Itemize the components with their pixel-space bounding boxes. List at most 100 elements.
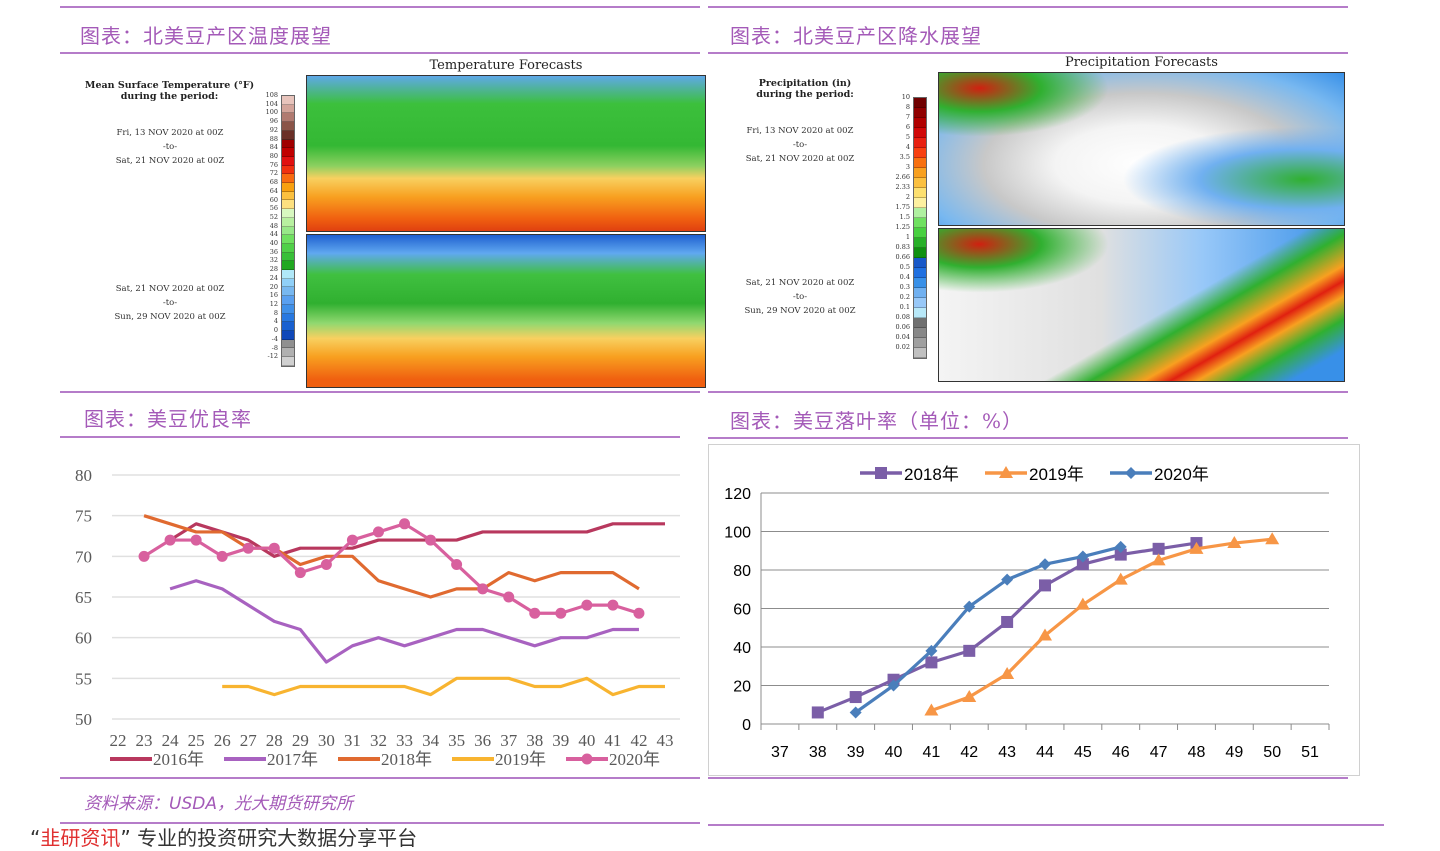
colorbar-label: 0.04 [895, 333, 910, 341]
colorbar-swatch [282, 191, 294, 201]
x-tick-label: 48 [1188, 744, 1206, 761]
period-start: Fri, 13 NOV 2020 at 00Z [116, 128, 224, 138]
period-start: Sat, 21 NOV 2020 at 00Z [745, 278, 855, 288]
colorbar-swatch [282, 278, 294, 288]
colorbar-swatch [282, 287, 294, 297]
x-tick-label: 28 [266, 731, 283, 750]
x-tick-label: 45 [1074, 744, 1092, 761]
colorbar-swatch [282, 122, 294, 131]
x-tick-label: 38 [526, 731, 543, 750]
x-tick-label: 46 [1112, 744, 1130, 761]
x-tick-label: 44 [1036, 744, 1054, 761]
colorbar-label: -8 [271, 343, 278, 352]
colorbar-label: -12 [267, 352, 278, 361]
period-1: Fri, 13 NOV 2020 at 00Z -to- Sat, 21 NOV 2… [720, 124, 880, 166]
period-end: Sun, 29 NOV 2020 at 00Z [744, 306, 856, 316]
colorbar-swatch [914, 308, 926, 318]
colorbar-label: 0.4 [899, 273, 910, 281]
x-tick-label: 27 [240, 731, 258, 750]
colorbar-swatch [914, 108, 926, 118]
colorbar-label: 56 [269, 204, 278, 213]
colorbar-swatch [914, 98, 926, 108]
y-tick-label: 50 [75, 710, 92, 729]
colorbar-label: 12 [269, 300, 278, 309]
x-tick-label: 38 [809, 744, 827, 761]
data-point [555, 607, 567, 619]
divider [708, 437, 1348, 439]
data-point [477, 583, 489, 595]
colorbar-label: 1.25 [895, 223, 910, 231]
colorbar-swatch [914, 148, 926, 158]
data-point [849, 691, 862, 704]
colorbar-swatch [282, 304, 294, 314]
map-title: Precipitation Forecasts [1065, 55, 1218, 70]
period-to: -to- [792, 292, 808, 302]
colorbar-swatch [914, 218, 926, 228]
data-point [1189, 541, 1204, 554]
colorbar-swatch [914, 168, 926, 178]
section-title-leaf-drop: 图表：美豆落叶率（单位：%） [730, 409, 1024, 433]
x-tick-label: 40 [885, 744, 903, 761]
series-line-2019年 [930, 537, 1273, 713]
colorbar-label: 76 [269, 160, 278, 169]
period-1: Fri, 13 NOV 2020 at 00Z -to- Sat, 21 NOV 2… [80, 126, 260, 168]
colorbar-label: 52 [269, 212, 278, 221]
data-point [425, 534, 437, 546]
precipitation-map-week2 [938, 228, 1345, 382]
colorbar-label: 104 [265, 99, 278, 108]
period-2: Sat, 21 NOV 2020 at 00Z -to- Sun, 29 NOV 2… [80, 282, 260, 324]
y-tick-label: 100 [724, 525, 751, 542]
data-point [925, 656, 938, 669]
series-line-2018年 [143, 514, 640, 599]
x-tick-label: 29 [292, 731, 309, 750]
colorbar-swatch [282, 174, 294, 184]
colorbar-label: 24 [269, 273, 278, 282]
leaf-drop-chart: 0 20 40 60 80 100 120 37 38 39 40 41 42 43 44 45 46 47 48 4… [724, 465, 1330, 761]
data-point [963, 644, 976, 657]
period-to: -to- [162, 142, 178, 152]
data-point [811, 706, 824, 719]
colorbar-label: 0.02 [895, 343, 910, 351]
colorbar-swatch [914, 278, 926, 288]
divider [60, 52, 700, 54]
data-point [294, 567, 306, 579]
y-tick-label: 80 [733, 563, 751, 580]
data-point [346, 534, 358, 546]
colorbar-label: 7 [905, 113, 910, 121]
data-point [581, 753, 593, 765]
data-point [451, 558, 463, 570]
colorbar-swatch [282, 130, 294, 140]
x-tick-label: 51 [1301, 744, 1319, 761]
colorbar-swatch [282, 200, 294, 210]
colorbar-swatch [282, 139, 294, 149]
colorbar-swatches [281, 95, 295, 367]
colorbar-label: 2 [905, 193, 910, 201]
section-title-crop-condition: 图表：美豆优良率 [84, 407, 252, 431]
colorbar-swatch [914, 248, 926, 258]
data-point [581, 599, 593, 611]
x-tick-label: 43 [657, 731, 674, 750]
precipitation-map-week1 [938, 72, 1345, 226]
data-point [849, 706, 862, 719]
colorbar-swatch [914, 298, 926, 308]
series-line-2016年 [169, 522, 665, 558]
data-point [1038, 628, 1052, 641]
y-tick-label: 55 [75, 669, 92, 688]
colorbar-swatch [282, 165, 294, 175]
colorbar-label: 0.1 [899, 303, 910, 311]
x-tick-label: 49 [1225, 744, 1243, 761]
brand-link[interactable]: 韭研资讯 [40, 826, 121, 850]
colorbar-label: 8 [905, 103, 910, 111]
legend-label: 2020年 [609, 750, 660, 769]
colorbar-swatches [913, 97, 927, 359]
colorbar-label: 0.66 [895, 253, 910, 261]
y-tick-label: 20 [733, 679, 751, 696]
x-tick-label: 37 [771, 744, 789, 761]
colorbar-label: 4 [905, 143, 910, 151]
data-point [529, 607, 541, 619]
data-point [962, 690, 977, 703]
period-to: -to- [792, 140, 808, 150]
chart-frame [708, 444, 1360, 776]
legend-label: 2017年 [267, 750, 318, 769]
colorbar-swatch [282, 217, 294, 227]
